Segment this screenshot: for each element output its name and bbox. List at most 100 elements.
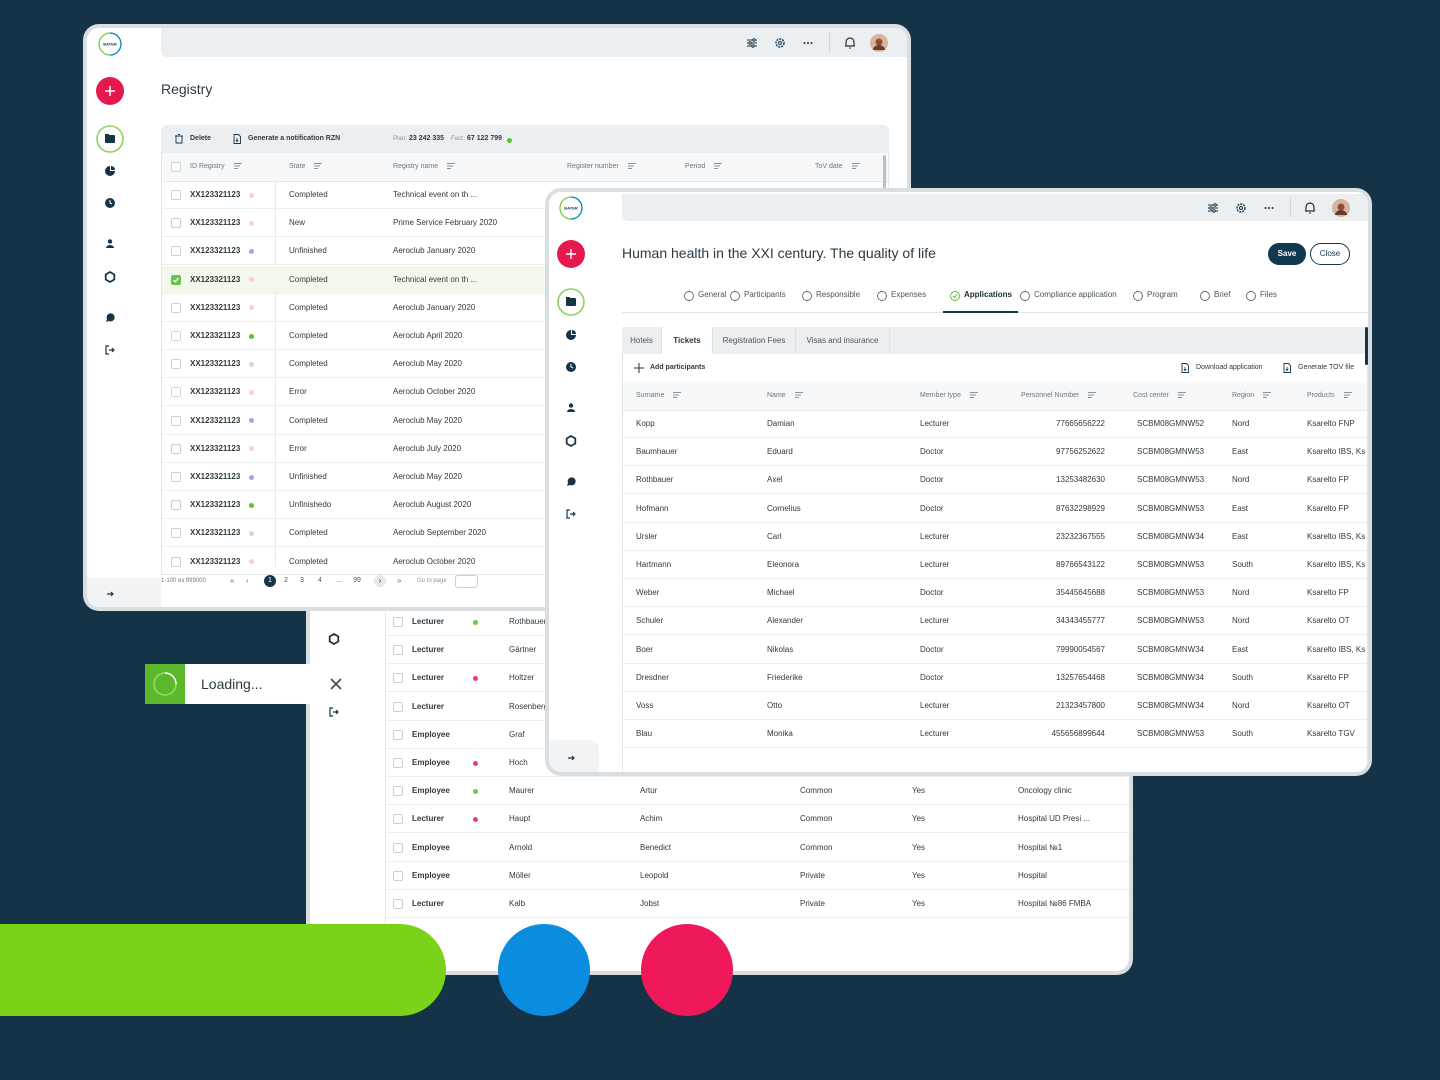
pagination-next[interactable]: › [378, 576, 382, 585]
table-row[interactable] [623, 410, 1367, 438]
table-row[interactable] [623, 579, 1367, 608]
checkbox[interactable] [171, 331, 181, 341]
checkbox[interactable] [393, 758, 403, 768]
hex-icon[interactable] [95, 262, 125, 292]
pagination-page[interactable]: 99 [353, 577, 361, 584]
save-button[interactable]: Save [1268, 243, 1306, 265]
subtab[interactable]: Hotels [622, 327, 662, 354]
table-row[interactable] [623, 523, 1367, 551]
pagination-page[interactable]: 3 [300, 577, 304, 584]
section-tab[interactable]: Responsible [816, 290, 861, 299]
table-row[interactable] [162, 378, 888, 407]
checkbox[interactable] [393, 617, 403, 627]
checkbox[interactable] [171, 387, 181, 398]
checkbox[interactable] [393, 814, 403, 825]
checkbox[interactable] [393, 870, 403, 881]
arrow-icon[interactable] [556, 743, 586, 772]
gear-icon[interactable] [1226, 193, 1256, 223]
section-tab[interactable]: Files [1260, 290, 1277, 299]
table-row[interactable] [623, 664, 1367, 692]
logout-icon[interactable] [319, 697, 349, 727]
chat-icon[interactable] [556, 467, 586, 497]
hex-icon[interactable] [556, 426, 586, 456]
checkbox[interactable] [171, 359, 181, 370]
table-row[interactable] [386, 890, 1129, 918]
pagination-page[interactable]: ... [336, 577, 342, 584]
avatar-icon[interactable] [864, 28, 894, 58]
sort-icon[interactable] [626, 162, 638, 170]
dots-icon[interactable] [793, 28, 823, 58]
checkbox[interactable] [171, 443, 181, 454]
table-row[interactable] [162, 237, 888, 266]
table-row[interactable] [162, 491, 888, 520]
checkbox[interactable] [393, 645, 403, 656]
pagination-page[interactable]: 1 [268, 577, 272, 584]
sort-icon[interactable] [312, 162, 324, 170]
sort-icon[interactable] [850, 162, 862, 170]
checkbox[interactable] [393, 899, 403, 909]
table-row[interactable] [162, 350, 888, 379]
table-row[interactable] [386, 862, 1129, 890]
person-icon[interactable] [556, 393, 586, 423]
checkbox[interactable] [171, 302, 181, 313]
chat-icon[interactable] [95, 303, 125, 333]
doc-icon[interactable] [1170, 353, 1200, 383]
close-button[interactable]: Close [1310, 243, 1350, 265]
subtab[interactable]: Registration Fees [713, 327, 796, 354]
sort-icon[interactable] [793, 391, 805, 399]
sort-icon[interactable] [1261, 391, 1273, 399]
xclose-icon[interactable] [321, 669, 351, 699]
section-tab[interactable]: Applications [964, 290, 1013, 299]
table-row[interactable] [386, 749, 1129, 777]
bell-icon[interactable] [835, 28, 865, 58]
trash-icon[interactable] [164, 124, 194, 154]
table-row[interactable] [162, 322, 888, 350]
checkbox[interactable] [393, 673, 403, 684]
sliders-icon[interactable] [1198, 193, 1228, 223]
folder-icon[interactable] [95, 124, 125, 154]
table-row[interactable] [162, 519, 888, 548]
sort-icon[interactable] [1176, 391, 1188, 399]
pagination-page[interactable]: 4 [318, 577, 322, 584]
table-row[interactable] [386, 777, 1129, 806]
pagination-first[interactable]: « [230, 576, 235, 585]
subtab[interactable]: Tickets [662, 327, 713, 354]
pagination-prev[interactable]: ‹ [246, 576, 249, 585]
table-row[interactable] [623, 607, 1367, 636]
plus-icon[interactable] [95, 76, 125, 106]
checkbox[interactable] [171, 500, 181, 511]
table-row[interactable] [162, 463, 888, 491]
generate-tov-button[interactable]: Generate TOV file [1298, 364, 1355, 371]
checkbox[interactable] [171, 528, 181, 539]
section-tab[interactable]: Compliance application [1034, 290, 1117, 299]
checkbox[interactable] [171, 274, 181, 285]
table-row[interactable] [623, 495, 1367, 523]
logout-icon[interactable] [556, 499, 586, 529]
table-row[interactable] [623, 720, 1367, 749]
gear-icon[interactable] [765, 28, 795, 58]
arrow-icon[interactable] [95, 579, 125, 607]
folder-icon[interactable] [556, 287, 586, 317]
sort-icon[interactable] [968, 391, 980, 399]
table-row[interactable] [162, 209, 888, 238]
table-row[interactable] [623, 636, 1367, 664]
table-row[interactable] [386, 805, 1129, 834]
section-tab[interactable]: Brief [1214, 290, 1231, 299]
checkbox[interactable] [393, 729, 403, 740]
checkbox[interactable] [171, 556, 181, 567]
table-row[interactable] [623, 551, 1367, 579]
addp-icon[interactable] [624, 353, 654, 383]
checkbox[interactable] [171, 472, 181, 482]
sliders-icon[interactable] [737, 28, 767, 58]
pie-icon[interactable] [556, 320, 586, 350]
checkbox[interactable] [393, 701, 403, 712]
logout-icon[interactable] [95, 335, 125, 365]
plus-icon[interactable] [556, 239, 586, 269]
table-row[interactable] [623, 438, 1367, 467]
sort-icon[interactable] [1342, 391, 1354, 399]
sort-icon[interactable] [232, 162, 244, 170]
pagination-last[interactable]: » [397, 576, 402, 585]
download-button[interactable]: Download application [1196, 364, 1263, 371]
hex-icon[interactable] [319, 624, 349, 654]
sort-icon[interactable] [1086, 391, 1098, 399]
